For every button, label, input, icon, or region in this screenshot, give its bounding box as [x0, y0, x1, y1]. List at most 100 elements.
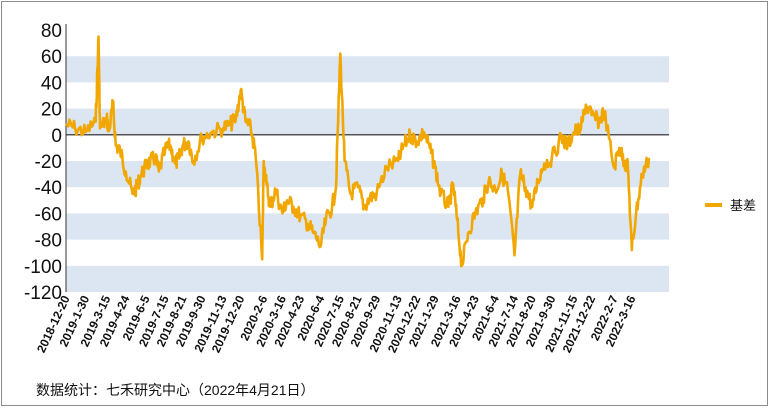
data-point	[434, 166, 436, 169]
y-tick-label: -40	[35, 178, 62, 199]
data-point	[319, 245, 322, 247]
data-point	[566, 144, 569, 147]
data-point	[269, 206, 272, 208]
y-tick-label: 80	[41, 21, 62, 42]
grid-band	[66, 108, 669, 135]
data-point	[537, 179, 539, 182]
legend-swatch	[705, 202, 722, 207]
data-point	[627, 166, 629, 169]
data-point	[74, 127, 76, 130]
data-point	[397, 160, 399, 162]
data-point	[164, 149, 166, 152]
data-point	[335, 186, 337, 188]
data-point	[513, 254, 516, 257]
data-point	[114, 144, 117, 147]
data-point	[108, 130, 110, 132]
data-point	[131, 192, 134, 195]
data-point	[416, 140, 418, 143]
data-point	[357, 186, 359, 188]
data-point	[239, 89, 242, 92]
legend: 基差	[705, 195, 756, 214]
data-point	[235, 118, 237, 120]
data-point	[187, 140, 190, 143]
data-point	[456, 219, 458, 221]
data-point	[613, 166, 615, 169]
data-point	[299, 215, 302, 217]
data-point	[573, 131, 575, 133]
data-point	[494, 189, 497, 191]
data-point	[467, 232, 469, 234]
data-point	[409, 134, 411, 136]
data-point	[119, 149, 121, 152]
data-point	[560, 136, 563, 139]
data-point	[363, 206, 366, 208]
data-point	[487, 179, 490, 182]
data-point	[145, 165, 147, 168]
data-point	[292, 206, 295, 208]
data-point	[244, 120, 247, 123]
data-point	[254, 153, 257, 156]
series-layer	[65, 35, 651, 268]
y-tick-label: -20	[35, 152, 62, 173]
data-point	[461, 265, 463, 267]
data-point	[531, 206, 534, 208]
data-point	[65, 123, 67, 126]
data-point	[112, 102, 114, 105]
data-point	[325, 219, 327, 221]
y-tick-label: -60	[35, 204, 62, 225]
grid-bands	[66, 56, 669, 292]
data-point	[139, 175, 141, 178]
data-point	[312, 232, 315, 234]
data-point	[211, 131, 213, 133]
data-point	[506, 189, 509, 191]
data-point	[94, 120, 97, 123]
data-point	[281, 212, 284, 215]
data-point	[286, 199, 288, 202]
y-tick-label: 0	[51, 126, 62, 147]
grid-band	[66, 56, 669, 83]
y-tick-label: 60	[41, 47, 62, 68]
y-tick-label: 40	[41, 73, 62, 94]
data-point	[524, 186, 527, 188]
data-point	[519, 173, 522, 175]
data-point	[154, 157, 157, 160]
data-point	[447, 206, 450, 208]
data-point	[97, 35, 100, 38]
data-point	[598, 120, 601, 123]
data-point	[99, 127, 101, 130]
data-point	[630, 249, 633, 251]
y-tick-label: 20	[41, 100, 62, 121]
data-point	[603, 110, 605, 113]
data-point	[474, 212, 477, 215]
data-point	[192, 160, 195, 162]
data-point	[375, 192, 378, 195]
data-point	[201, 136, 203, 139]
data-point	[428, 147, 431, 149]
y-tick-label: -100	[24, 257, 62, 278]
grid-band	[66, 213, 669, 240]
data-point	[249, 127, 252, 130]
data-point	[306, 223, 309, 225]
data-point	[482, 196, 485, 199]
data-point	[274, 189, 277, 191]
data-point	[501, 173, 503, 175]
data-point	[580, 127, 582, 130]
data-point	[551, 157, 553, 160]
x-axis: 2018-12-202019-1-302019-3-152019-4-24201…	[34, 293, 639, 355]
data-point	[648, 157, 650, 160]
series-line	[65, 35, 651, 268]
grid-band	[66, 265, 669, 292]
data-point	[105, 118, 108, 120]
data-point	[590, 114, 593, 116]
data-point	[339, 52, 342, 55]
data-point	[174, 162, 176, 165]
data-point	[369, 196, 371, 199]
data-point	[439, 192, 442, 195]
data-point	[343, 160, 346, 162]
data-point	[641, 173, 644, 175]
data-point	[149, 160, 152, 162]
data-point	[229, 123, 231, 126]
data-point	[623, 160, 625, 162]
